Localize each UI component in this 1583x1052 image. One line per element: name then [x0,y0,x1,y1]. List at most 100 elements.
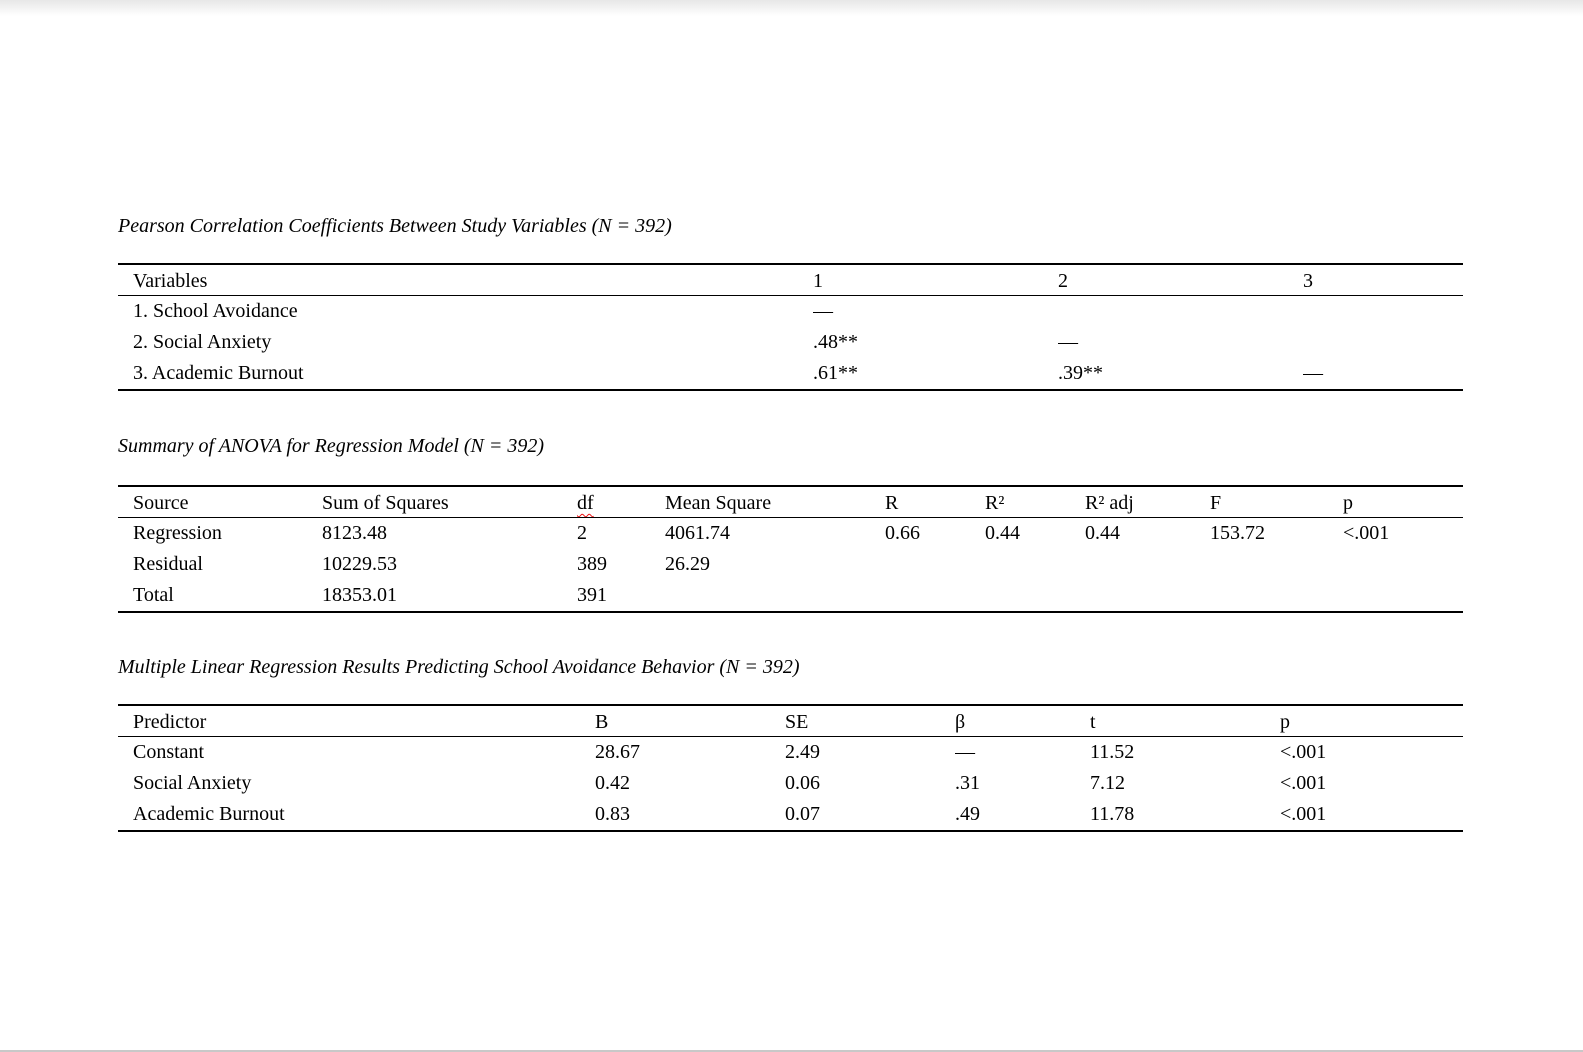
table-cell: 7.12 [1090,772,1125,794]
table-cell: .49 [955,803,980,825]
table-cell: 2 [577,522,587,544]
column-header-r2: R² [985,486,1085,518]
table-cell: 0.44 [985,522,1020,544]
anova-header-row: Source Sum of Squares df Mean Square R R… [118,486,1463,518]
table-cell: 0.66 [885,522,920,544]
table-cell: <.001 [1280,741,1327,763]
row-label: Total [133,584,174,606]
column-header-df: df [577,486,665,518]
row-label: 2. Social Anxiety [133,331,272,353]
column-header-predictor: Predictor [118,705,595,737]
regression-header-row: Predictor B SE β t p [118,705,1463,737]
table-cell: 0.44 [1085,522,1120,544]
df-spellcheck-underline: df [577,492,594,514]
correlation-section: Pearson Correlation Coefficients Between… [118,213,1463,391]
table-cell: 8123.48 [322,522,387,544]
anova-table: Source Sum of Squares df Mean Square R R… [118,485,1463,613]
table-cell [985,549,1085,580]
row-label: Social Anxiety [133,772,252,794]
table-cell: 2.49 [785,741,820,763]
table-cell [1343,549,1463,580]
table-row-school-avoidance: 1. School Avoidance — [118,296,1463,328]
table-cell: 0.83 [595,803,630,825]
anova-section: Summary of ANOVA for Regression Model (N… [118,433,1463,613]
column-header-t: t [1090,705,1280,737]
table-cell: .48** [813,331,858,353]
table-cell: <.001 [1280,803,1327,825]
correlation-table-title: Pearson Correlation Coefficients Between… [118,215,672,237]
column-header-p: p [1280,705,1463,737]
column-header-r2-adj: R² adj [1085,486,1210,518]
table-cell: 11.78 [1090,803,1135,825]
table-row-academic-burnout-predictor: Academic Burnout 0.83 0.07 .49 11.78 <.0… [118,799,1463,831]
column-header-1: 1 [813,264,1058,296]
table-cell: .31 [955,772,980,794]
table-cell: 11.52 [1090,741,1135,763]
table-cell: .61** [813,362,858,384]
table-cell: 18353.01 [322,584,397,606]
table-cell [1303,296,1463,328]
table-cell: — [1303,362,1323,384]
column-header-beta: β [955,705,1090,737]
column-header-se: SE [785,705,955,737]
table-row-constant: Constant 28.67 2.49 — 11.52 <.001 [118,737,1463,769]
table-cell: 0.06 [785,772,820,794]
document-page: Pearson Correlation Coefficients Between… [118,0,1463,832]
correlation-header-row: Variables 1 2 3 [118,264,1463,296]
regression-table-title: Multiple Linear Regression Results Predi… [118,656,800,678]
table-cell [985,580,1085,612]
table-cell: <.001 [1280,772,1327,794]
table-cell: 4061.74 [665,522,730,544]
table-cell: 10229.53 [322,553,397,575]
page-bottom-edge-line [0,1050,1583,1052]
table-cell: — [1058,331,1078,353]
table-cell [1210,549,1343,580]
table-cell [1085,549,1210,580]
table-cell [1210,580,1343,612]
table-cell [1303,327,1463,358]
column-header-mean-square: Mean Square [665,486,885,518]
table-row-social-anxiety: 2. Social Anxiety .48** — [118,327,1463,358]
regression-table: Predictor B SE β t p Constant 28.67 2.49… [118,704,1463,832]
table-cell [1058,296,1303,328]
table-row-total: Total 18353.01 391 [118,580,1463,612]
row-label: 3. Academic Burnout [133,362,304,384]
anova-table-title: Summary of ANOVA for Regression Model (N… [118,435,545,457]
table-cell [1343,580,1463,612]
table-cell: 0.07 [785,803,820,825]
table-cell: 28.67 [595,741,640,763]
column-header-sum-of-squares: Sum of Squares [322,486,577,518]
table-cell: — [813,300,833,322]
table-cell [1085,580,1210,612]
row-label: 1. School Avoidance [133,300,298,322]
table-row-social-anxiety-predictor: Social Anxiety 0.42 0.06 .31 7.12 <.001 [118,768,1463,799]
column-header-b: B [595,705,785,737]
table-cell [665,580,885,612]
column-header-variables: Variables [118,264,813,296]
table-row-regression: Regression 8123.48 2 4061.74 0.66 0.44 0… [118,518,1463,550]
correlation-table: Variables 1 2 3 1. School Avoidance — 2.… [118,263,1463,391]
table-cell: 389 [577,553,607,575]
table-cell: — [955,741,975,763]
row-label: Academic Burnout [133,803,285,825]
table-row-academic-burnout: 3. Academic Burnout .61** .39** — [118,358,1463,390]
table-cell: 0.42 [595,772,630,794]
table-cell [885,549,985,580]
column-header-r: R [885,486,985,518]
row-label: Constant [133,741,205,763]
table-cell: <.001 [1343,522,1390,544]
row-label: Residual [133,553,203,575]
table-cell: 26.29 [665,553,710,575]
table-cell [885,580,985,612]
table-cell: .39** [1058,362,1103,384]
table-cell: 391 [577,584,607,606]
table-row-residual: Residual 10229.53 389 26.29 [118,549,1463,580]
row-label: Regression [133,522,222,544]
column-header-p: p [1343,486,1463,518]
column-header-f: F [1210,486,1343,518]
column-header-source: Source [118,486,322,518]
regression-section: Multiple Linear Regression Results Predi… [118,654,1463,832]
column-header-2: 2 [1058,264,1303,296]
table-cell: 153.72 [1210,522,1265,544]
column-header-3: 3 [1303,264,1463,296]
